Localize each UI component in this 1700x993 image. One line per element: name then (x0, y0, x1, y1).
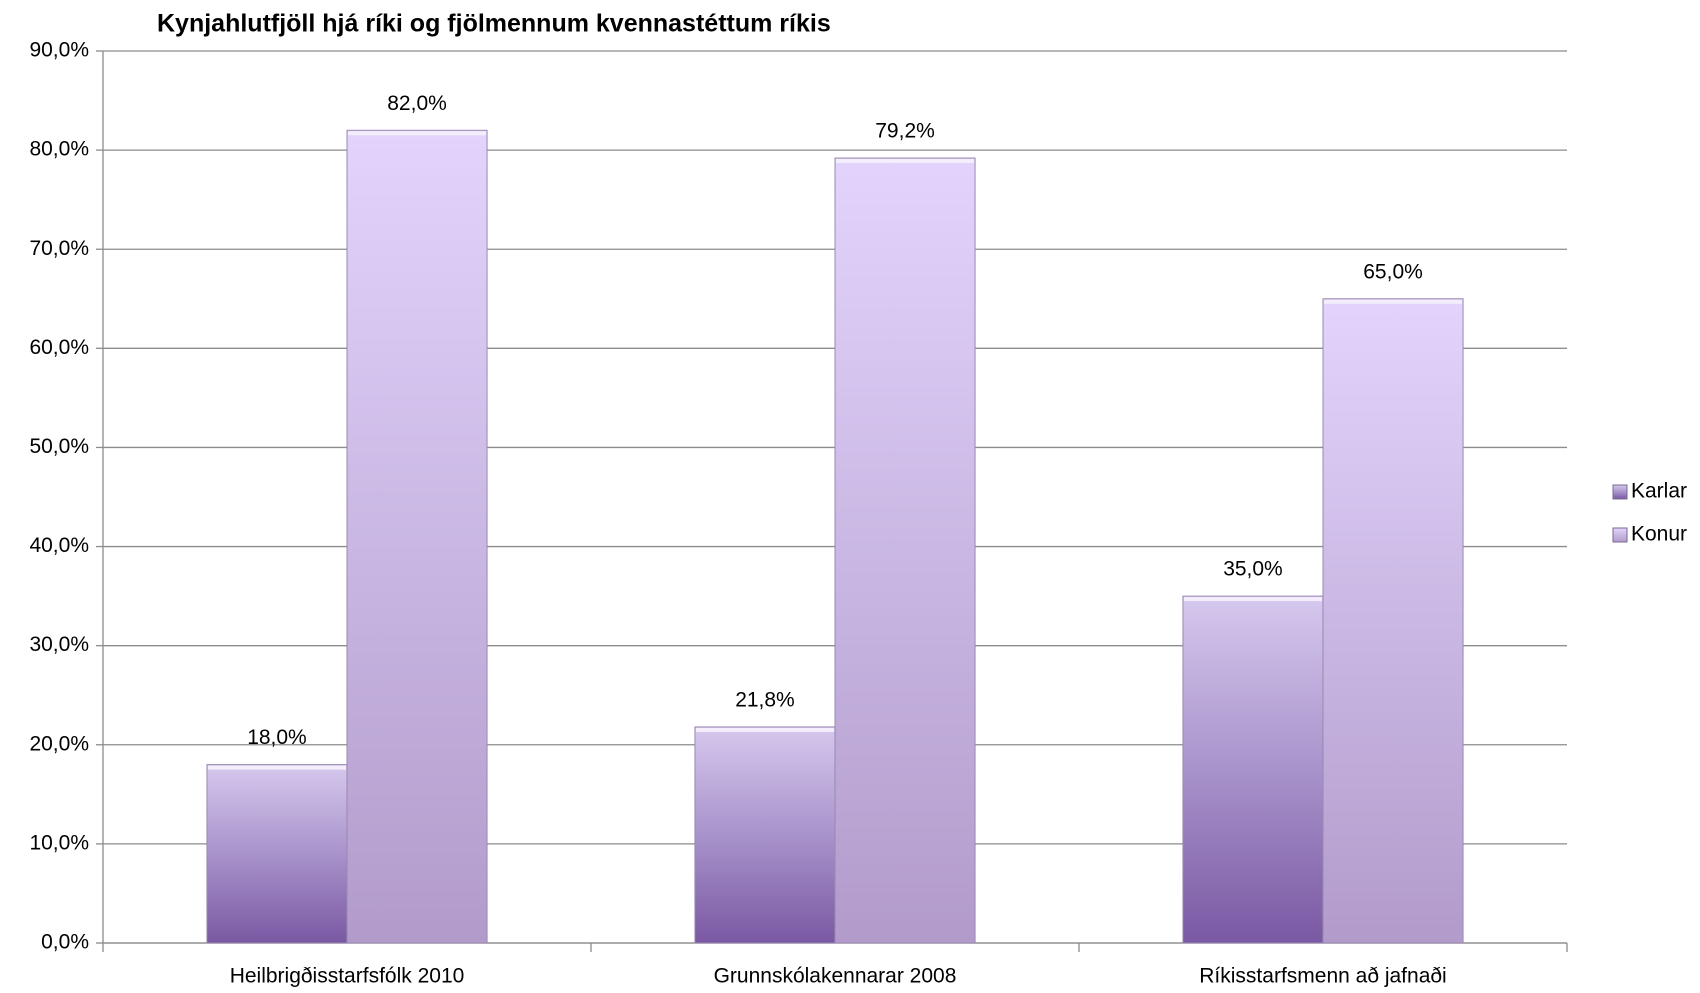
value-label: 82,0% (387, 92, 447, 115)
bar-highlight (1183, 597, 1322, 602)
y-tick-label: 80,0% (29, 138, 89, 161)
bar-highlight (1324, 299, 1463, 304)
legend-swatch (1612, 527, 1628, 543)
value-label: 21,8% (735, 688, 795, 711)
y-tick-label: 0,0% (41, 931, 89, 954)
x-tick-label: Ríkisstarfsmenn að jafnaði (1199, 965, 1446, 988)
legend-swatch (1612, 484, 1628, 500)
bar (346, 129, 488, 944)
value-label: 65,0% (1363, 260, 1423, 283)
y-tick-label: 70,0% (29, 237, 89, 260)
value-label: 18,0% (247, 726, 307, 749)
bar (206, 764, 348, 944)
y-tick-label: 40,0% (29, 534, 89, 557)
value-label: 35,0% (1223, 558, 1283, 581)
x-tick-label: Grunnskólakennarar 2008 (714, 965, 957, 988)
x-tick-label: Heilbrigðisstarfsfólk 2010 (230, 965, 465, 988)
bar-highlight (695, 727, 834, 732)
bar-highlight (836, 159, 975, 164)
bar-highlight (207, 765, 346, 770)
legend-label: Konur (1631, 523, 1687, 546)
bar (834, 157, 976, 944)
y-tick-label: 60,0% (29, 336, 89, 359)
bar (1182, 595, 1324, 944)
bar (694, 726, 836, 944)
y-tick-label: 90,0% (29, 39, 89, 62)
legend-label: Karlar (1631, 480, 1687, 503)
bar-highlight (348, 131, 487, 136)
bar (1322, 298, 1464, 944)
value-label: 79,2% (875, 120, 935, 143)
y-tick-label: 10,0% (29, 831, 89, 854)
y-tick-label: 30,0% (29, 633, 89, 656)
y-tick-label: 20,0% (29, 732, 89, 755)
y-tick-label: 50,0% (29, 435, 89, 458)
chart-title: Kynjahlutfjöll hjá ríki og fjölmennum kv… (157, 10, 831, 38)
